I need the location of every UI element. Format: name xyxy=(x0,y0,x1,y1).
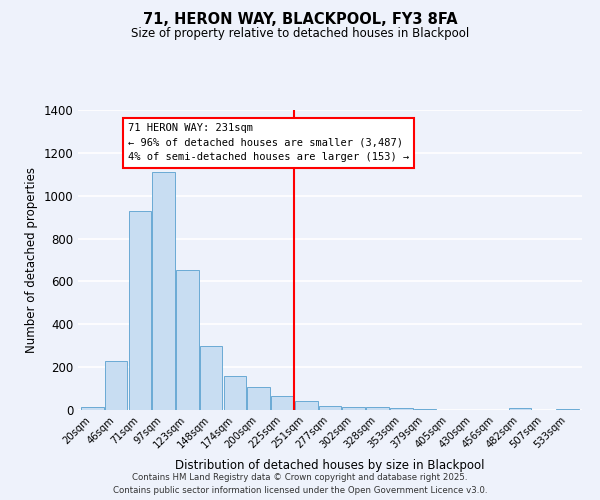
Text: Contains public sector information licensed under the Open Government Licence v3: Contains public sector information licen… xyxy=(113,486,487,495)
X-axis label: Distribution of detached houses by size in Blackpool: Distribution of detached houses by size … xyxy=(175,459,485,472)
Text: Size of property relative to detached houses in Blackpool: Size of property relative to detached ho… xyxy=(131,28,469,40)
Bar xyxy=(81,407,104,410)
Bar xyxy=(390,408,413,410)
Text: 71 HERON WAY: 231sqm
← 96% of detached houses are smaller (3,487)
4% of semi-det: 71 HERON WAY: 231sqm ← 96% of detached h… xyxy=(128,123,409,162)
Bar xyxy=(224,376,246,410)
Bar xyxy=(556,409,579,410)
Bar xyxy=(319,406,341,410)
Bar xyxy=(105,360,127,410)
Bar xyxy=(271,396,294,410)
Bar xyxy=(366,407,389,410)
Bar xyxy=(247,387,270,410)
Bar xyxy=(200,346,223,410)
Bar xyxy=(509,408,532,410)
Bar xyxy=(152,172,175,410)
Text: 71, HERON WAY, BLACKPOOL, FY3 8FA: 71, HERON WAY, BLACKPOOL, FY3 8FA xyxy=(143,12,457,28)
Text: Contains HM Land Registry data © Crown copyright and database right 2025.: Contains HM Land Registry data © Crown c… xyxy=(132,472,468,482)
Bar xyxy=(128,210,151,410)
Bar xyxy=(295,401,317,410)
Bar xyxy=(176,270,199,410)
Y-axis label: Number of detached properties: Number of detached properties xyxy=(25,167,38,353)
Bar xyxy=(343,407,365,410)
Bar xyxy=(414,409,436,410)
